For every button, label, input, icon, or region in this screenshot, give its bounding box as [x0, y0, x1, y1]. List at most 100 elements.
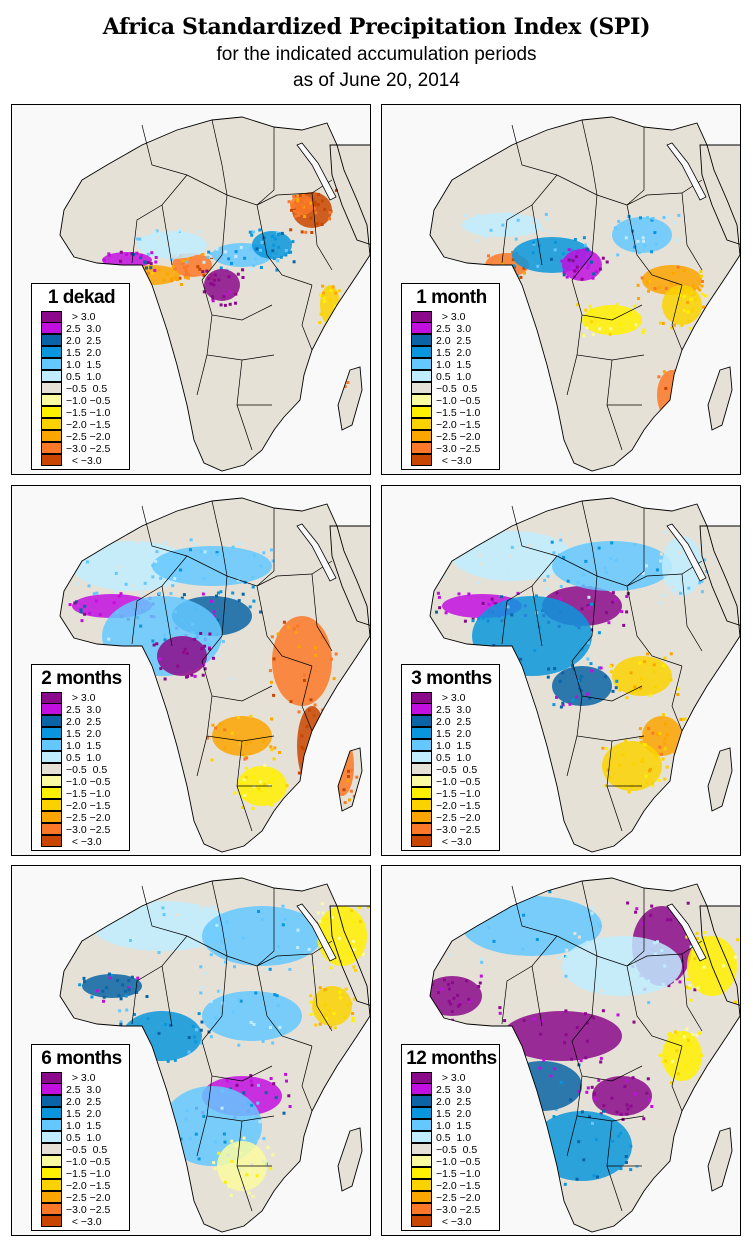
spi-pixel	[421, 206, 424, 209]
spi-pixel	[332, 767, 336, 771]
spi-pixel	[598, 327, 601, 331]
spi-pixel	[314, 211, 318, 215]
spi-pixel	[241, 1186, 245, 1190]
spi-pixel	[686, 310, 690, 314]
spi-pixel	[223, 746, 227, 750]
spi-pixel	[618, 688, 622, 692]
legend-range-label: −3.0 −2.5	[436, 1204, 481, 1216]
spi-pixel	[244, 775, 248, 779]
spi-pixel	[548, 233, 552, 236]
spi-pixel	[303, 215, 307, 218]
spi-pixel	[615, 303, 619, 307]
spi-pixel	[158, 268, 161, 272]
spi-pixel	[251, 1195, 255, 1198]
spi-pixel	[592, 272, 596, 276]
spi-pixel	[587, 606, 591, 609]
country-border	[161, 965, 173, 1027]
spi-pixel	[200, 986, 204, 990]
spi-region-10	[152, 546, 272, 586]
spi-pixel	[147, 271, 151, 275]
spi-pixel	[601, 256, 605, 260]
spi-pixel	[585, 1039, 589, 1043]
spi-pixel	[649, 767, 652, 771]
legend-rows: > 3.0 2.5 3.0 2.0 2.5 1.5 2.0 1.0 1.5 0.5 1.0…	[411, 692, 497, 848]
spi-pixel	[140, 591, 144, 595]
spi-pixel	[237, 998, 240, 1002]
spi-pixel	[318, 919, 322, 923]
spi-pixel	[539, 220, 542, 224]
spi-pixel	[190, 673, 194, 677]
spi-pixel	[147, 902, 151, 906]
spi-pixel	[605, 611, 608, 615]
spi-pixel	[495, 277, 499, 281]
spi-pixel	[586, 657, 590, 661]
spi-pixel	[532, 240, 535, 244]
spi-pixel	[215, 594, 218, 598]
spi-pixel	[233, 791, 237, 795]
legend-entry: −3.0 −2.5	[411, 823, 497, 836]
spi-pixel	[222, 1132, 226, 1136]
spi-pixel	[579, 1059, 583, 1063]
legend-range-label: −2.5 −2.0	[436, 431, 481, 443]
spi-region-7	[657, 370, 687, 420]
spi-pixel	[177, 228, 181, 232]
spi-pixel	[220, 962, 224, 965]
spi-pixel	[513, 1086, 517, 1090]
spi-pixel	[284, 253, 288, 257]
spi-pixel	[604, 571, 608, 575]
spi-pixel	[561, 703, 565, 707]
spi-pixel	[327, 770, 331, 774]
spi-pixel	[627, 311, 631, 315]
spi-pixel	[698, 962, 702, 966]
spi-pixel	[510, 1067, 514, 1071]
legend-entry: −0.5 0.5	[41, 382, 127, 395]
spi-pixel	[400, 220, 403, 223]
country-border	[626, 560, 703, 587]
spi-pixel	[504, 655, 508, 659]
spi-pixel	[599, 1060, 603, 1064]
legend-entry: < −3.0	[411, 835, 497, 848]
country-border	[131, 555, 188, 645]
spi-pixel	[619, 1167, 623, 1171]
country-border	[671, 665, 683, 732]
spi-pixel	[185, 651, 189, 655]
spi-pixel	[566, 579, 570, 583]
spi-pixel	[687, 319, 691, 323]
spi-pixel	[563, 1041, 566, 1045]
legend-swatch	[41, 346, 62, 358]
spi-pixel	[641, 236, 645, 240]
country-border	[301, 665, 313, 732]
spi-pixel	[248, 605, 252, 609]
country-border	[256, 179, 333, 206]
spi-pixel	[591, 1121, 594, 1125]
spi-pixel	[186, 674, 190, 678]
spi-pixel	[320, 902, 324, 906]
country-border	[211, 880, 228, 957]
spi-pixel	[210, 599, 214, 603]
legend-title: 6 months	[41, 1048, 122, 1069]
spi-pixel	[271, 1153, 275, 1157]
spi-pixel	[565, 948, 569, 952]
spi-pixel	[339, 303, 343, 307]
spi-pixel	[585, 940, 589, 944]
spi-pixel	[670, 1081, 673, 1085]
spi-pixel	[634, 910, 638, 914]
spi-pixel	[303, 678, 306, 682]
spi-pixel	[555, 695, 558, 699]
spi-pixel	[666, 918, 670, 922]
spi-pixel	[141, 572, 145, 576]
spi-pixel	[151, 919, 155, 923]
spi-pixel	[107, 252, 111, 256]
spi-pixel	[307, 792, 311, 795]
spi-pixel	[383, 230, 386, 233]
spi-pixel	[329, 1025, 333, 1029]
spi-pixel	[682, 309, 686, 313]
spi-pixel	[702, 305, 705, 309]
spi-pixel	[550, 540, 554, 544]
spi-pixel	[685, 1027, 689, 1031]
legend-entry: 2.0 2.5	[411, 334, 497, 347]
spi-pixel	[333, 371, 336, 375]
legend-entry: 1.5 2.0	[41, 346, 127, 359]
spi-pixel	[564, 974, 568, 978]
country-border	[626, 940, 703, 967]
